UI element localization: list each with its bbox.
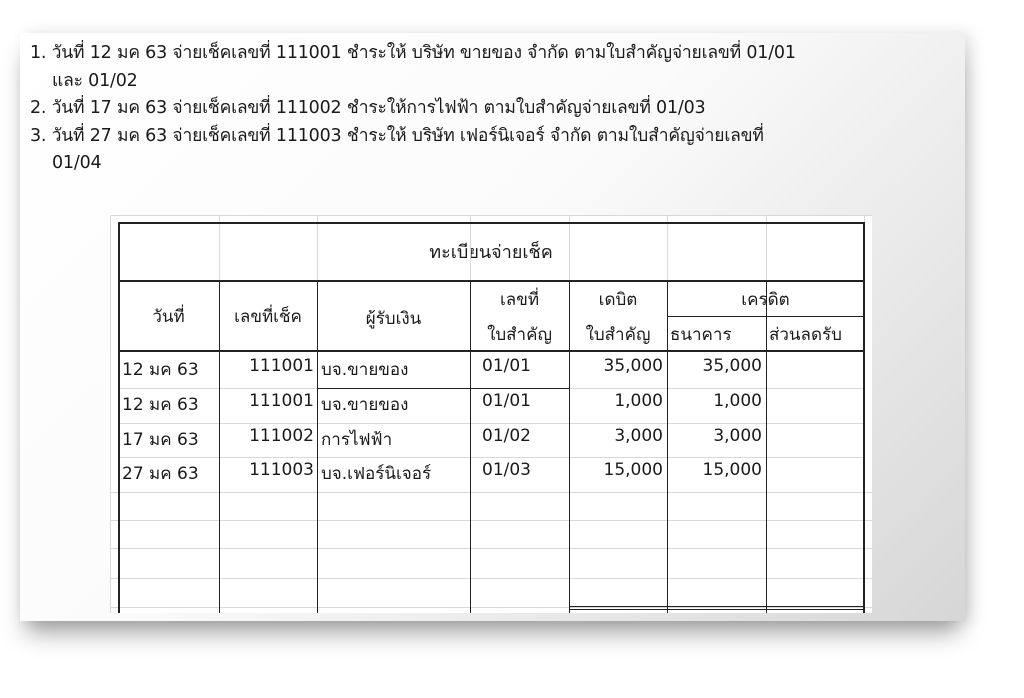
row-debit: 3,000 (614, 426, 663, 446)
gridline (110, 215, 872, 216)
gridline (110, 548, 872, 549)
gridline (110, 520, 872, 521)
instruction-3-cont: 01/04 (52, 153, 102, 173)
table-title: ทะเบียนจ่ายเช็ค (429, 242, 553, 263)
row-debit: 1,000 (614, 391, 663, 411)
gridline (110, 607, 872, 608)
instruction-2: 2. วันที่ 17 มค 63 จ่ายเช็คเลขที่ 111002… (30, 98, 706, 118)
gridline (110, 215, 111, 613)
row-date: 27 มค 63 (122, 464, 199, 484)
row-voucher: 01/03 (482, 460, 531, 480)
row-date: 12 มค 63 (122, 360, 199, 380)
header-cheque-no: เลขที่เช็ค (234, 307, 302, 327)
row-cheque-no: 111001 (249, 356, 314, 376)
table-border-top (118, 222, 864, 224)
header-debit-2: ใบสำคัญ (585, 325, 651, 345)
row-payee: การไฟฟ้า (321, 430, 393, 450)
row-voucher: 01/01 (482, 391, 531, 411)
header-debit-1: เดบิต (598, 290, 638, 310)
title-divider (118, 280, 864, 282)
header-credit-discount: ส่วนลดรับ (769, 325, 842, 345)
row-divider (317, 388, 569, 389)
row-voucher: 01/01 (482, 356, 531, 376)
gridline (110, 492, 872, 493)
row-payee: บจ.เฟอร์นิเจอร์ (321, 464, 432, 484)
row-voucher: 01/02 (482, 426, 531, 446)
header-voucher-no-1: เลขที่ (499, 290, 540, 310)
row-debit: 35,000 (603, 356, 663, 376)
row-credit-bank: 3,000 (713, 426, 762, 446)
total-line-1 (569, 606, 864, 607)
row-credit-bank: 15,000 (702, 460, 762, 480)
instruction-list: 1. วันที่ 12 มค 63 จ่ายเช็คเลขที่ 111001… (30, 40, 796, 178)
row-payee: บจ.ขายของ (321, 360, 409, 380)
credit-divider (667, 316, 864, 317)
row-cheque-no: 111002 (249, 426, 314, 446)
row-credit-bank: 1,000 (713, 391, 762, 411)
header-voucher-no-2: ใบสำคัญ (487, 325, 552, 345)
column-border (219, 281, 220, 613)
row-date: 12 มค 63 (122, 395, 199, 415)
instruction-1: 1. วันที่ 12 มค 63 จ่ายเช็คเลขที่ 111001… (30, 43, 796, 63)
total-line-2 (569, 609, 864, 610)
instruction-1-cont: และ 01/02 (52, 70, 138, 91)
column-border (667, 281, 668, 613)
column-border (766, 281, 767, 613)
table-border-left (118, 222, 120, 613)
row-credit-bank: 35,000 (702, 356, 762, 376)
gridline (118, 457, 864, 458)
column-border (470, 281, 471, 613)
header-credit-bank: ธนาคาร (670, 325, 732, 345)
row-cheque-no: 111001 (249, 391, 314, 411)
cheque-register-table: ทะเบียนจ่ายเช็ค วันที่ เลขที่เช็ค ผู้รับ… (110, 215, 872, 613)
header-date: วันที่ (152, 307, 185, 327)
header-credit: เครดิต (667, 286, 864, 313)
table-border-right (863, 222, 865, 613)
row-date: 17 มค 63 (122, 430, 199, 450)
column-border (317, 281, 318, 613)
gridline (110, 578, 872, 579)
row-payee: บจ.ขายของ (321, 395, 409, 415)
row-cheque-no: 111003 (249, 460, 314, 480)
gridline (118, 423, 864, 424)
header-divider (118, 350, 864, 352)
instruction-3: 3. วันที่ 27 มค 63 จ่ายเช็คเลขที่ 111003… (30, 125, 764, 146)
column-border (569, 281, 570, 613)
header-payee: ผู้รับเงิน (365, 309, 422, 329)
row-debit: 15,000 (603, 460, 663, 480)
